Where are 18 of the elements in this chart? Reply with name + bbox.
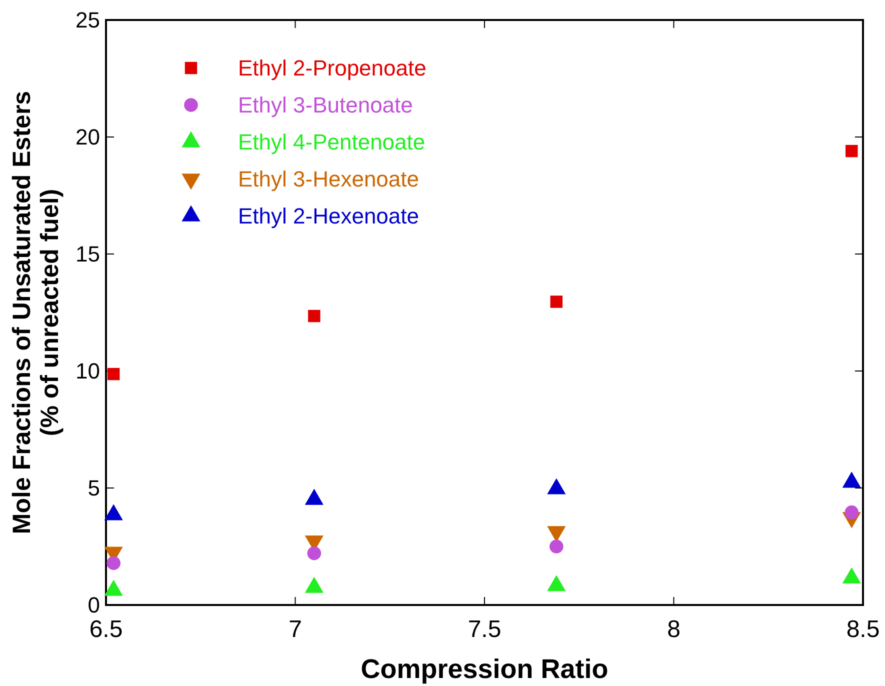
y-tick-label: 20 — [76, 124, 100, 150]
legend-label: Ethyl 2-Propenoate — [238, 56, 426, 81]
x-tick-label: 7.5 — [468, 616, 502, 643]
x-tick-label: 8 — [667, 616, 680, 643]
x-tick-label: 7 — [288, 616, 302, 643]
y-tick-label: 15 — [76, 242, 100, 267]
y-tick-label: 10 — [76, 358, 100, 384]
x-axis-title: Compression Ratio — [360, 654, 608, 684]
y-tick-label: 5 — [88, 476, 100, 501]
x-tick-label: 8.5 — [846, 616, 880, 643]
y-tick-label: 0 — [88, 592, 100, 618]
legend-label: Ethyl 3-Butenoate — [238, 92, 413, 118]
legend-label: Ethyl 4-Pentenoate — [238, 130, 426, 155]
legend-label: Ethyl 2-Hexenoate — [238, 204, 419, 229]
y-tick-label: 25 — [76, 8, 100, 33]
y-axis-title: Mole Fractions of Unsaturated Esters (% of unreacted fuel) — [8, 90, 64, 534]
x-tick-label: 6.5 — [89, 616, 123, 643]
legend-label: Ethyl 3-Hexenoate — [238, 166, 419, 192]
